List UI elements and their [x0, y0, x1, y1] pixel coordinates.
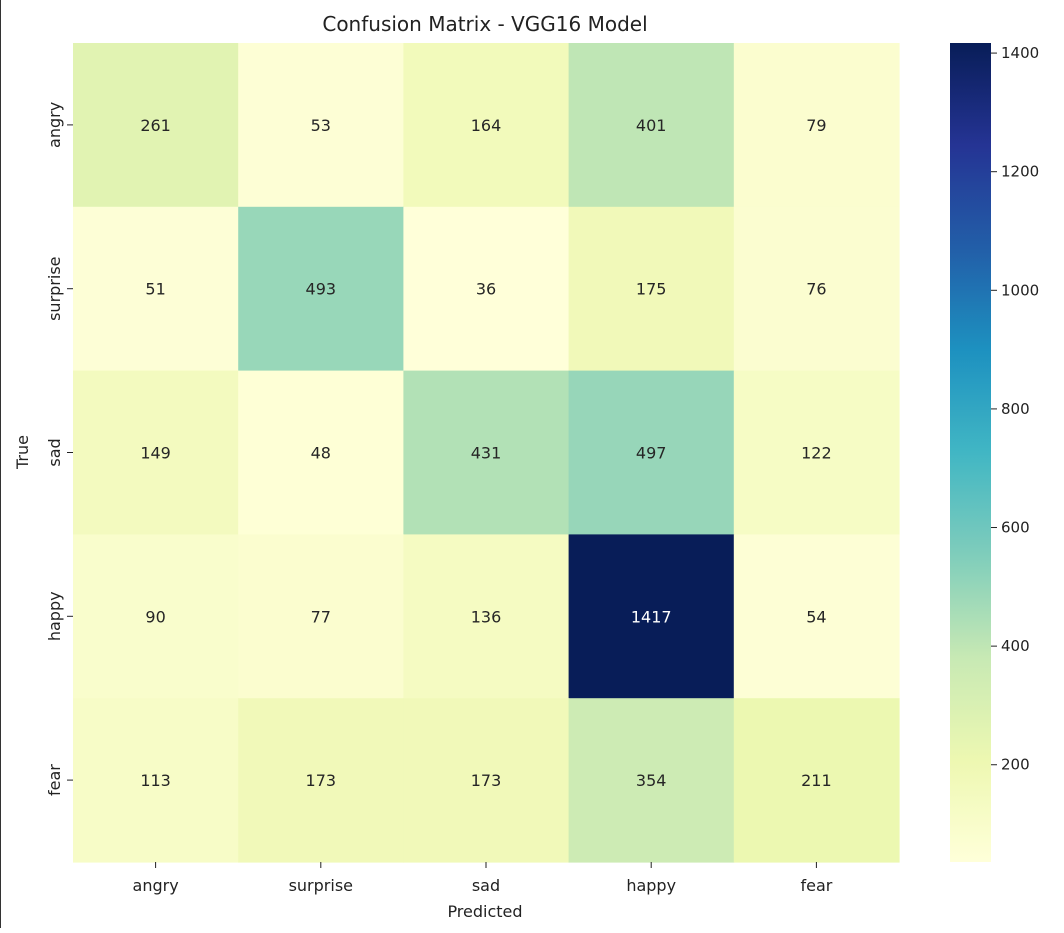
colorbar-tick-label: 800: [1001, 400, 1030, 418]
y-axis-ticks: angry surprise sad happy fear: [45, 102, 73, 796]
y-axis-label: True: [13, 435, 32, 470]
x-tick-label: sad: [472, 876, 500, 895]
x-tick-label: fear: [800, 876, 832, 895]
heatmap-cell: [568, 534, 735, 699]
chart-title: Confusion Matrix - VGG16 Model: [322, 12, 647, 36]
heatmap-cell: [733, 43, 900, 208]
heatmap-cell: [733, 698, 900, 863]
heatmap-cell: [238, 206, 404, 372]
cell-value-label: 211: [801, 771, 832, 790]
heatmap-cell: [238, 698, 404, 863]
cell-value-label: 48: [311, 444, 331, 463]
cell-value-label: 136: [471, 607, 502, 626]
colorbar-ticks: 200 400 600 800 1000 1200 1400: [991, 44, 1039, 774]
colorbar-tick-label: 1200: [1001, 163, 1039, 181]
colorbar-tick-label: 600: [1001, 519, 1030, 537]
x-tick-label: surprise: [289, 876, 353, 895]
heatmap-cell: [73, 43, 239, 208]
heatmap-cell: [73, 370, 239, 535]
cell-value-label: 497: [636, 444, 667, 463]
heatmap-cell: [733, 534, 900, 699]
heatmap-cell: [73, 534, 239, 699]
cell-value-label: 76: [806, 280, 826, 299]
x-axis-ticks: angry surprise sad happy fear: [133, 862, 833, 895]
cell-value-label: 51: [145, 280, 165, 299]
cell-value-label: 90: [145, 607, 165, 626]
cell-value-label: 77: [311, 607, 331, 626]
colorbar-tick-label: 200: [1001, 756, 1030, 774]
cell-value-label: 175: [636, 280, 667, 299]
y-tick-label: fear: [45, 764, 64, 796]
cell-value-label: 401: [636, 116, 667, 135]
cell-value-label: 354: [636, 771, 667, 790]
cell-value-label: 149: [140, 444, 171, 463]
y-tick-label: happy: [45, 591, 64, 641]
x-tick-label: angry: [133, 876, 179, 895]
y-tick-label: sad: [45, 438, 64, 466]
cell-value-label: 493: [306, 280, 337, 299]
heatmap-cell: [238, 43, 404, 208]
heatmap-cell: [403, 370, 570, 535]
cell-value-label: 173: [471, 771, 502, 790]
heatmap-cell: [403, 698, 570, 863]
heatmap-cell: [238, 370, 404, 535]
x-axis-label: Predicted: [447, 902, 522, 921]
heatmap-cell: [403, 206, 570, 372]
cell-value-label: 164: [471, 116, 502, 135]
y-tick-label: angry: [45, 102, 64, 148]
colorbar-tick-label: 1000: [1001, 281, 1039, 299]
heatmap-cell: [568, 206, 735, 372]
cell-value-label: 431: [471, 444, 502, 463]
heatmap-cell: [733, 370, 900, 535]
heatmap-cell: [568, 698, 735, 863]
cell-value-label: 122: [801, 444, 832, 463]
y-tick-label: surprise: [45, 256, 64, 320]
heatmap-cell: [733, 206, 900, 372]
cell-value-label: 113: [140, 771, 171, 790]
cell-value-label: 1417: [631, 607, 672, 626]
cell-value-label: 36: [476, 280, 496, 299]
heatmap-cell: [238, 534, 404, 699]
heatmap-cell: [568, 43, 735, 208]
colorbar: [950, 43, 991, 862]
x-tick-label: happy: [626, 876, 676, 895]
cell-value-label: 261: [140, 116, 171, 135]
cell-value-label: 53: [311, 116, 331, 135]
heatmap-cell: [403, 43, 570, 208]
heatmap-cell: [568, 370, 735, 535]
colorbar-tick-label: 400: [1001, 637, 1030, 655]
cell-value-label: 79: [806, 116, 826, 135]
heatmap-cell: [73, 206, 239, 372]
colorbar-tick-label: 1400: [1001, 44, 1039, 62]
heatmap-cells: 261 53 164 401 79 51 493 36 175 76 149 48 431 497 122 9…: [73, 43, 900, 863]
heatmap-cell: [73, 698, 239, 863]
heatmap-cell: [403, 534, 570, 699]
cell-value-label: 173: [306, 771, 337, 790]
cell-value-label: 54: [806, 607, 826, 626]
